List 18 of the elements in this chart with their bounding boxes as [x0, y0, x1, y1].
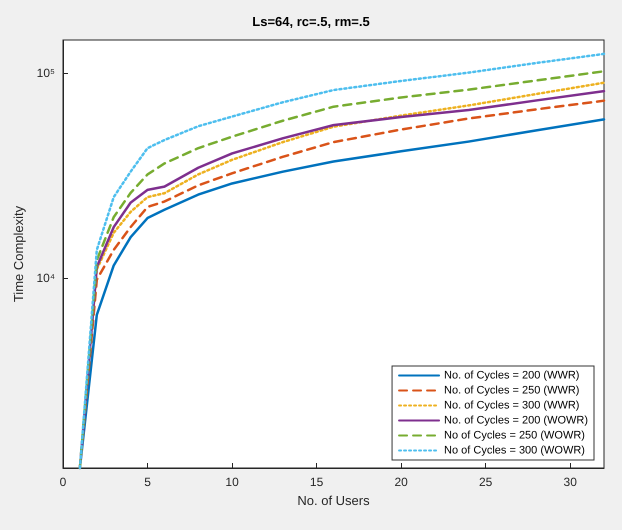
legend-label: No. of Cycles = 200 (WWR) [444, 370, 580, 382]
legend-label: No. of Cycles = 200 (WOWR) [444, 414, 588, 426]
legend-label: No of Cycles = 250 (WOWR) [444, 430, 585, 442]
x-tick-label: 10 [225, 475, 240, 489]
x-tick-label: 0 [60, 475, 67, 489]
legend-label: No of Cycles = 300 (WOWR) [444, 444, 585, 456]
chart-title: Ls=64, rc=.5, rm=.5 [252, 14, 370, 29]
x-tick-label: 20 [394, 475, 408, 489]
y-tick-label: 10⁴ [36, 270, 55, 285]
x-tick-label: 25 [478, 475, 493, 489]
y-tick-label: 10⁵ [36, 66, 56, 80]
x-tick-label: 15 [310, 475, 324, 489]
x-axis-title: No. of Users [297, 493, 370, 508]
x-tick-label: 5 [144, 475, 152, 489]
y-axis-title: Time Complexity [11, 205, 26, 302]
legend-label: No. of Cycles = 250 (WWR) [444, 384, 580, 396]
legend-label: No. of Cycles = 300 (WWR) [444, 400, 580, 412]
x-tick-label: 30 [564, 475, 578, 489]
